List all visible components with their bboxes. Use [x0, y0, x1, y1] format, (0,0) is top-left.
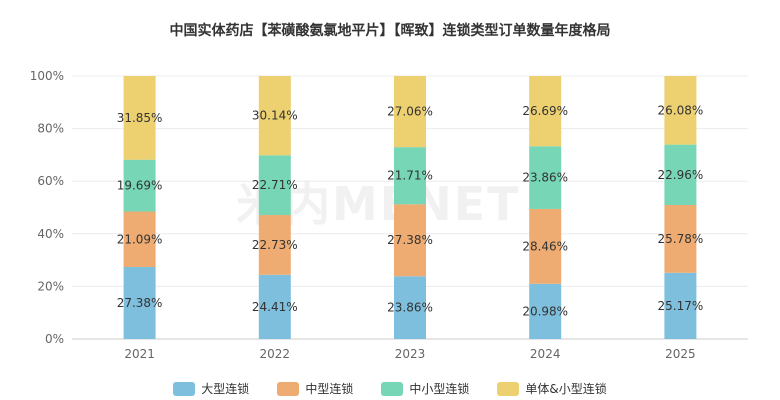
- bar-segment: [529, 283, 562, 339]
- bar-segment: [394, 204, 426, 277]
- bar-segment: [394, 75, 426, 148]
- data-label: 22.73%: [252, 238, 298, 252]
- data-label: 26.69%: [522, 104, 568, 118]
- x-tick-label: 2022: [260, 347, 291, 361]
- bar-segment: [258, 76, 291, 156]
- bar-segment: [258, 274, 291, 339]
- legend-label: 单体&小型连锁: [525, 382, 607, 396]
- x-tick-label: 2021: [124, 347, 155, 361]
- y-tick-label: 60%: [37, 174, 64, 188]
- bar-segment: [529, 208, 562, 284]
- data-label: 27.06%: [387, 105, 433, 119]
- data-label: 27.38%: [387, 233, 433, 247]
- bar-segment: [664, 272, 697, 339]
- data-label: 22.96%: [658, 168, 704, 182]
- bar-segment: [258, 215, 291, 275]
- bar-segment: [123, 159, 156, 212]
- data-label: 19.69%: [117, 179, 163, 193]
- data-label: 20.98%: [522, 304, 568, 318]
- data-label: 24.41%: [252, 300, 298, 314]
- legend-swatch: [173, 381, 196, 396]
- legend-label: 中型连锁: [305, 382, 354, 396]
- bar-segment: [123, 211, 156, 267]
- legend: 大型连锁 中型连锁 中小型连锁 单体&小型连锁: [0, 380, 780, 397]
- data-label: 21.09%: [117, 232, 163, 246]
- data-label: 23.86%: [522, 171, 568, 185]
- legend-item-small-medium-chain[interactable]: 中小型连锁: [381, 380, 469, 397]
- data-label: 23.86%: [387, 301, 433, 315]
- bar-segment: [529, 76, 562, 147]
- bar-segment: [664, 144, 697, 206]
- legend-item-medium-chain[interactable]: 中型连锁: [277, 380, 353, 397]
- bar-segment: [529, 146, 562, 209]
- y-tick-label: 100%: [30, 69, 64, 83]
- legend-swatch: [277, 381, 300, 396]
- data-label: 30.14%: [252, 109, 298, 123]
- bar-segment: [394, 276, 426, 339]
- data-label: 25.78%: [658, 232, 704, 246]
- data-label: 28.46%: [522, 239, 568, 253]
- legend-swatch: [381, 381, 404, 396]
- data-label: 26.08%: [658, 103, 704, 117]
- y-tick-label: 0%: [45, 332, 64, 346]
- bar-segment: [394, 147, 426, 205]
- data-label: 27.38%: [117, 296, 163, 310]
- legend-item-single-small-chain[interactable]: 单体&小型连锁: [497, 380, 607, 397]
- legend-swatch: [497, 381, 520, 396]
- data-label: 22.71%: [252, 178, 298, 192]
- bar-segment: [123, 266, 156, 339]
- legend-label: 中小型连锁: [409, 382, 470, 396]
- bar-segment: [664, 76, 697, 145]
- x-tick-label: 2024: [530, 347, 561, 361]
- x-tick-label: 2025: [665, 347, 696, 361]
- y-tick-label: 80%: [37, 122, 64, 136]
- chart-title: 中国实体药店【苯磺酸氨氯地平片】【晖致】连锁类型订单数量年度格局: [169, 23, 611, 39]
- y-tick-label: 20%: [37, 279, 64, 293]
- legend-label: 大型连锁: [201, 382, 250, 396]
- data-label: 25.17%: [658, 299, 704, 313]
- y-tick-label: 40%: [37, 227, 64, 241]
- data-label: 31.85%: [117, 111, 163, 125]
- bar-segment: [664, 205, 697, 273]
- legend-item-large-chain[interactable]: 大型连锁: [173, 380, 249, 397]
- bar-segment: [123, 75, 156, 160]
- bar-segment: [258, 155, 291, 216]
- data-label: 21.71%: [387, 169, 433, 183]
- x-tick-label: 2023: [395, 347, 426, 361]
